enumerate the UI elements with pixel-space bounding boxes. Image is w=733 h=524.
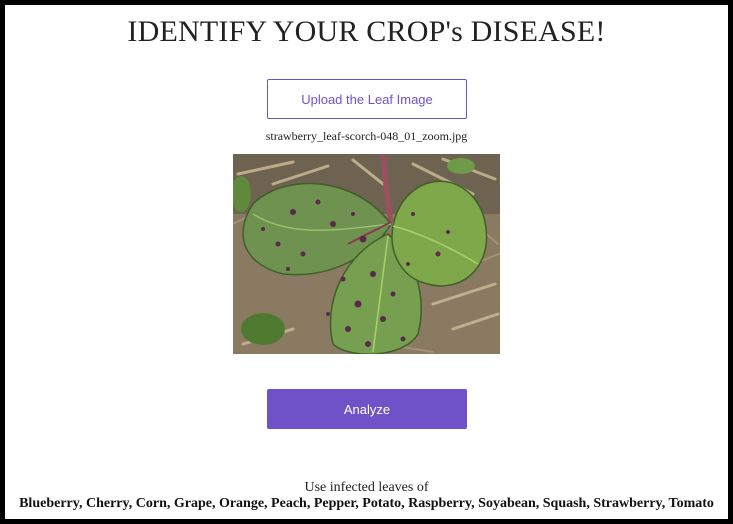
leaf-image-preview xyxy=(233,154,500,354)
supported-crops-intro: Use infected leaves of xyxy=(304,480,429,495)
page-title: IDENTIFY YOUR CROP's DISEASE! xyxy=(127,15,606,48)
analyze-button[interactable]: Analyze xyxy=(267,389,467,429)
supported-crops-list: Blueberry, Cherry, Corn, Grape, Orange, … xyxy=(19,496,714,511)
upload-leaf-image-button[interactable]: Upload the Leaf Image xyxy=(267,79,467,119)
selected-file-name: strawberry_leaf-scorch-048_01_zoom.jpg xyxy=(265,129,468,143)
